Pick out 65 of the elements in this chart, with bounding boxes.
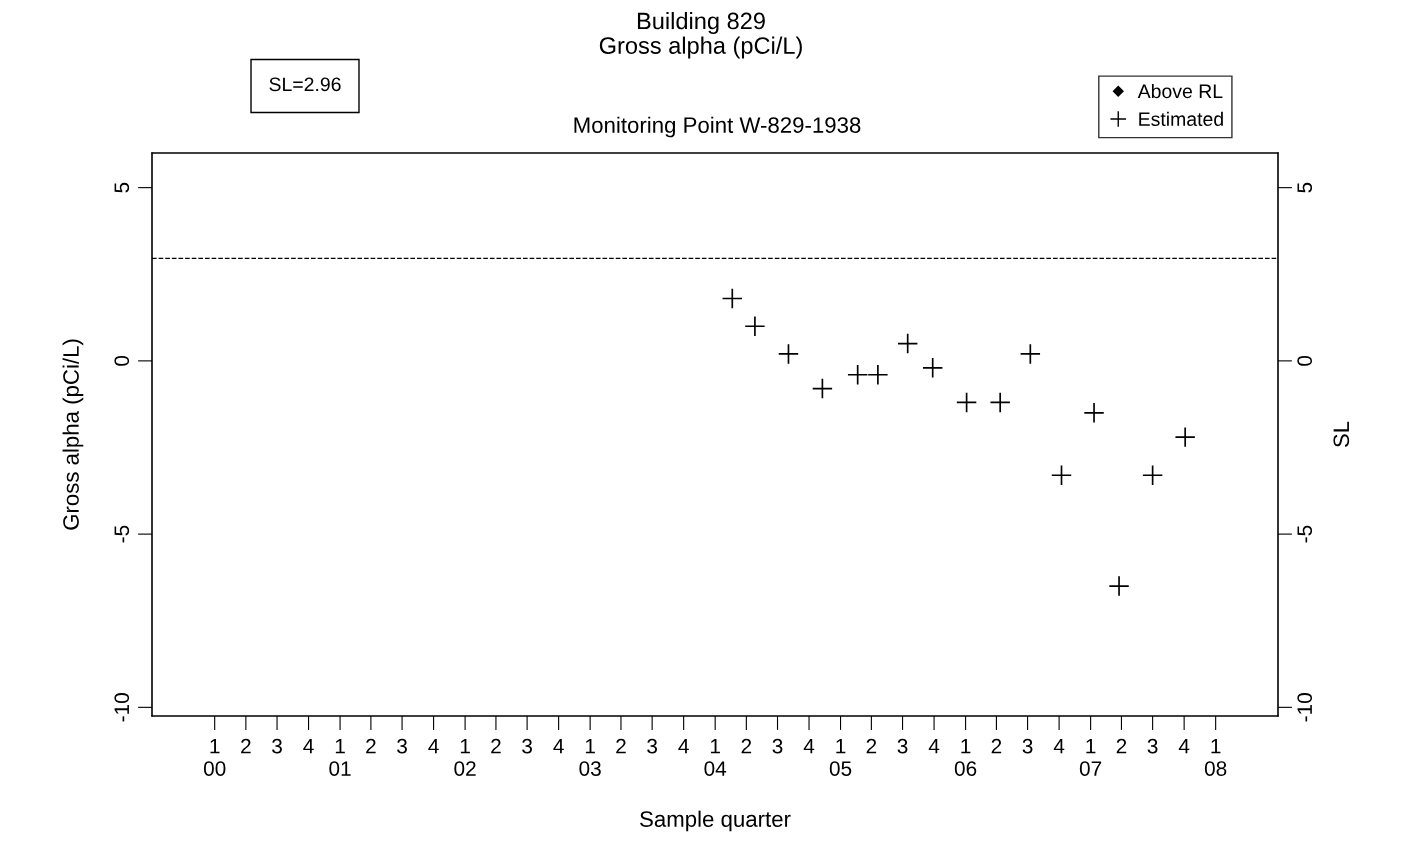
x-tick-label: 2 (616, 738, 626, 754)
x-tick-label: 4 (803, 738, 815, 754)
point (1174, 426, 1196, 448)
x-tick-label: 3 (272, 738, 282, 754)
x-tick-label: 4 (553, 738, 564, 754)
x-tick-label: 3 (397, 738, 407, 754)
point (1083, 402, 1105, 424)
x-tick-label: 1 06 (954, 738, 977, 776)
point (989, 391, 1011, 414)
y2-tick-label: 0 (1297, 355, 1313, 366)
x-tick-label: 4 (428, 738, 439, 754)
legend-label: Above RL (1137, 83, 1223, 99)
point (867, 364, 889, 386)
y2-axis-title: SL (1333, 421, 1350, 448)
x-tick-label: 2 (366, 738, 376, 754)
x-tick-label: 3 (647, 738, 658, 754)
x-tick-label: 2 (1116, 738, 1127, 754)
x-tick-label: 2 (741, 738, 752, 754)
x-tick-label: 1 05 (829, 738, 852, 776)
x-tick-label: 2 (866, 738, 877, 754)
x-tick-label: 2 (991, 738, 1002, 754)
x-tick-label: 1 02 (454, 738, 476, 776)
x-tick-label: 1 00 (203, 738, 226, 776)
x-axis-title: Sample quarter (640, 810, 791, 832)
x-tick-label: 3 (772, 738, 783, 754)
chart-title: Building 829 Gross alpha (pCi/L) (599, 12, 802, 59)
y-tick-label: -10 (114, 693, 130, 722)
y-axis-title: Gross alpha (pCi/L) (62, 339, 84, 530)
x-tick-label: 4 (928, 738, 940, 754)
x-tick-label: 3 (897, 738, 908, 754)
point (1108, 575, 1130, 597)
y-tick-label: 5 (114, 182, 130, 193)
x-tick-label: 1 03 (579, 738, 601, 776)
x-tick-label: 1 01 (329, 738, 351, 776)
x-tick-label: 2 (491, 738, 501, 754)
x-tick-label: 4 (303, 738, 314, 754)
x-tick-label: 4 (1053, 738, 1065, 754)
y2-tick-label: -5 (1297, 525, 1313, 543)
x-tick-label: 1 07 (1079, 738, 1102, 776)
x-tick-label: 3 (522, 738, 532, 754)
x-tick-label: 1 04 (704, 738, 727, 776)
chart-subtitle: Monitoring Point W-829-1938 (574, 116, 861, 138)
x-tick-label: 3 (1147, 738, 1158, 754)
y2-tick-label: -10 (1297, 693, 1313, 722)
x-tick-label: 2 (241, 738, 251, 754)
point (721, 287, 743, 310)
point (1019, 343, 1041, 365)
x-tick-label: 4 (678, 738, 689, 754)
y-tick-label: -5 (114, 525, 130, 543)
x-tick-label: 4 (1178, 738, 1190, 754)
point (777, 343, 800, 365)
point (897, 332, 919, 355)
point (1142, 464, 1164, 486)
point (956, 391, 978, 414)
point (811, 378, 833, 400)
x-tick-label: 1 08 (1204, 738, 1227, 776)
text: SL=2.96 (269, 77, 341, 92)
point (922, 357, 944, 379)
y-tick-label: 0 (114, 355, 130, 366)
point (1050, 464, 1073, 486)
point (847, 364, 869, 386)
x-tick-label: 3 (1022, 738, 1033, 754)
legend-label: Estimated (1139, 111, 1223, 127)
point (744, 315, 766, 337)
y2-tick-label: 5 (1297, 182, 1313, 193)
